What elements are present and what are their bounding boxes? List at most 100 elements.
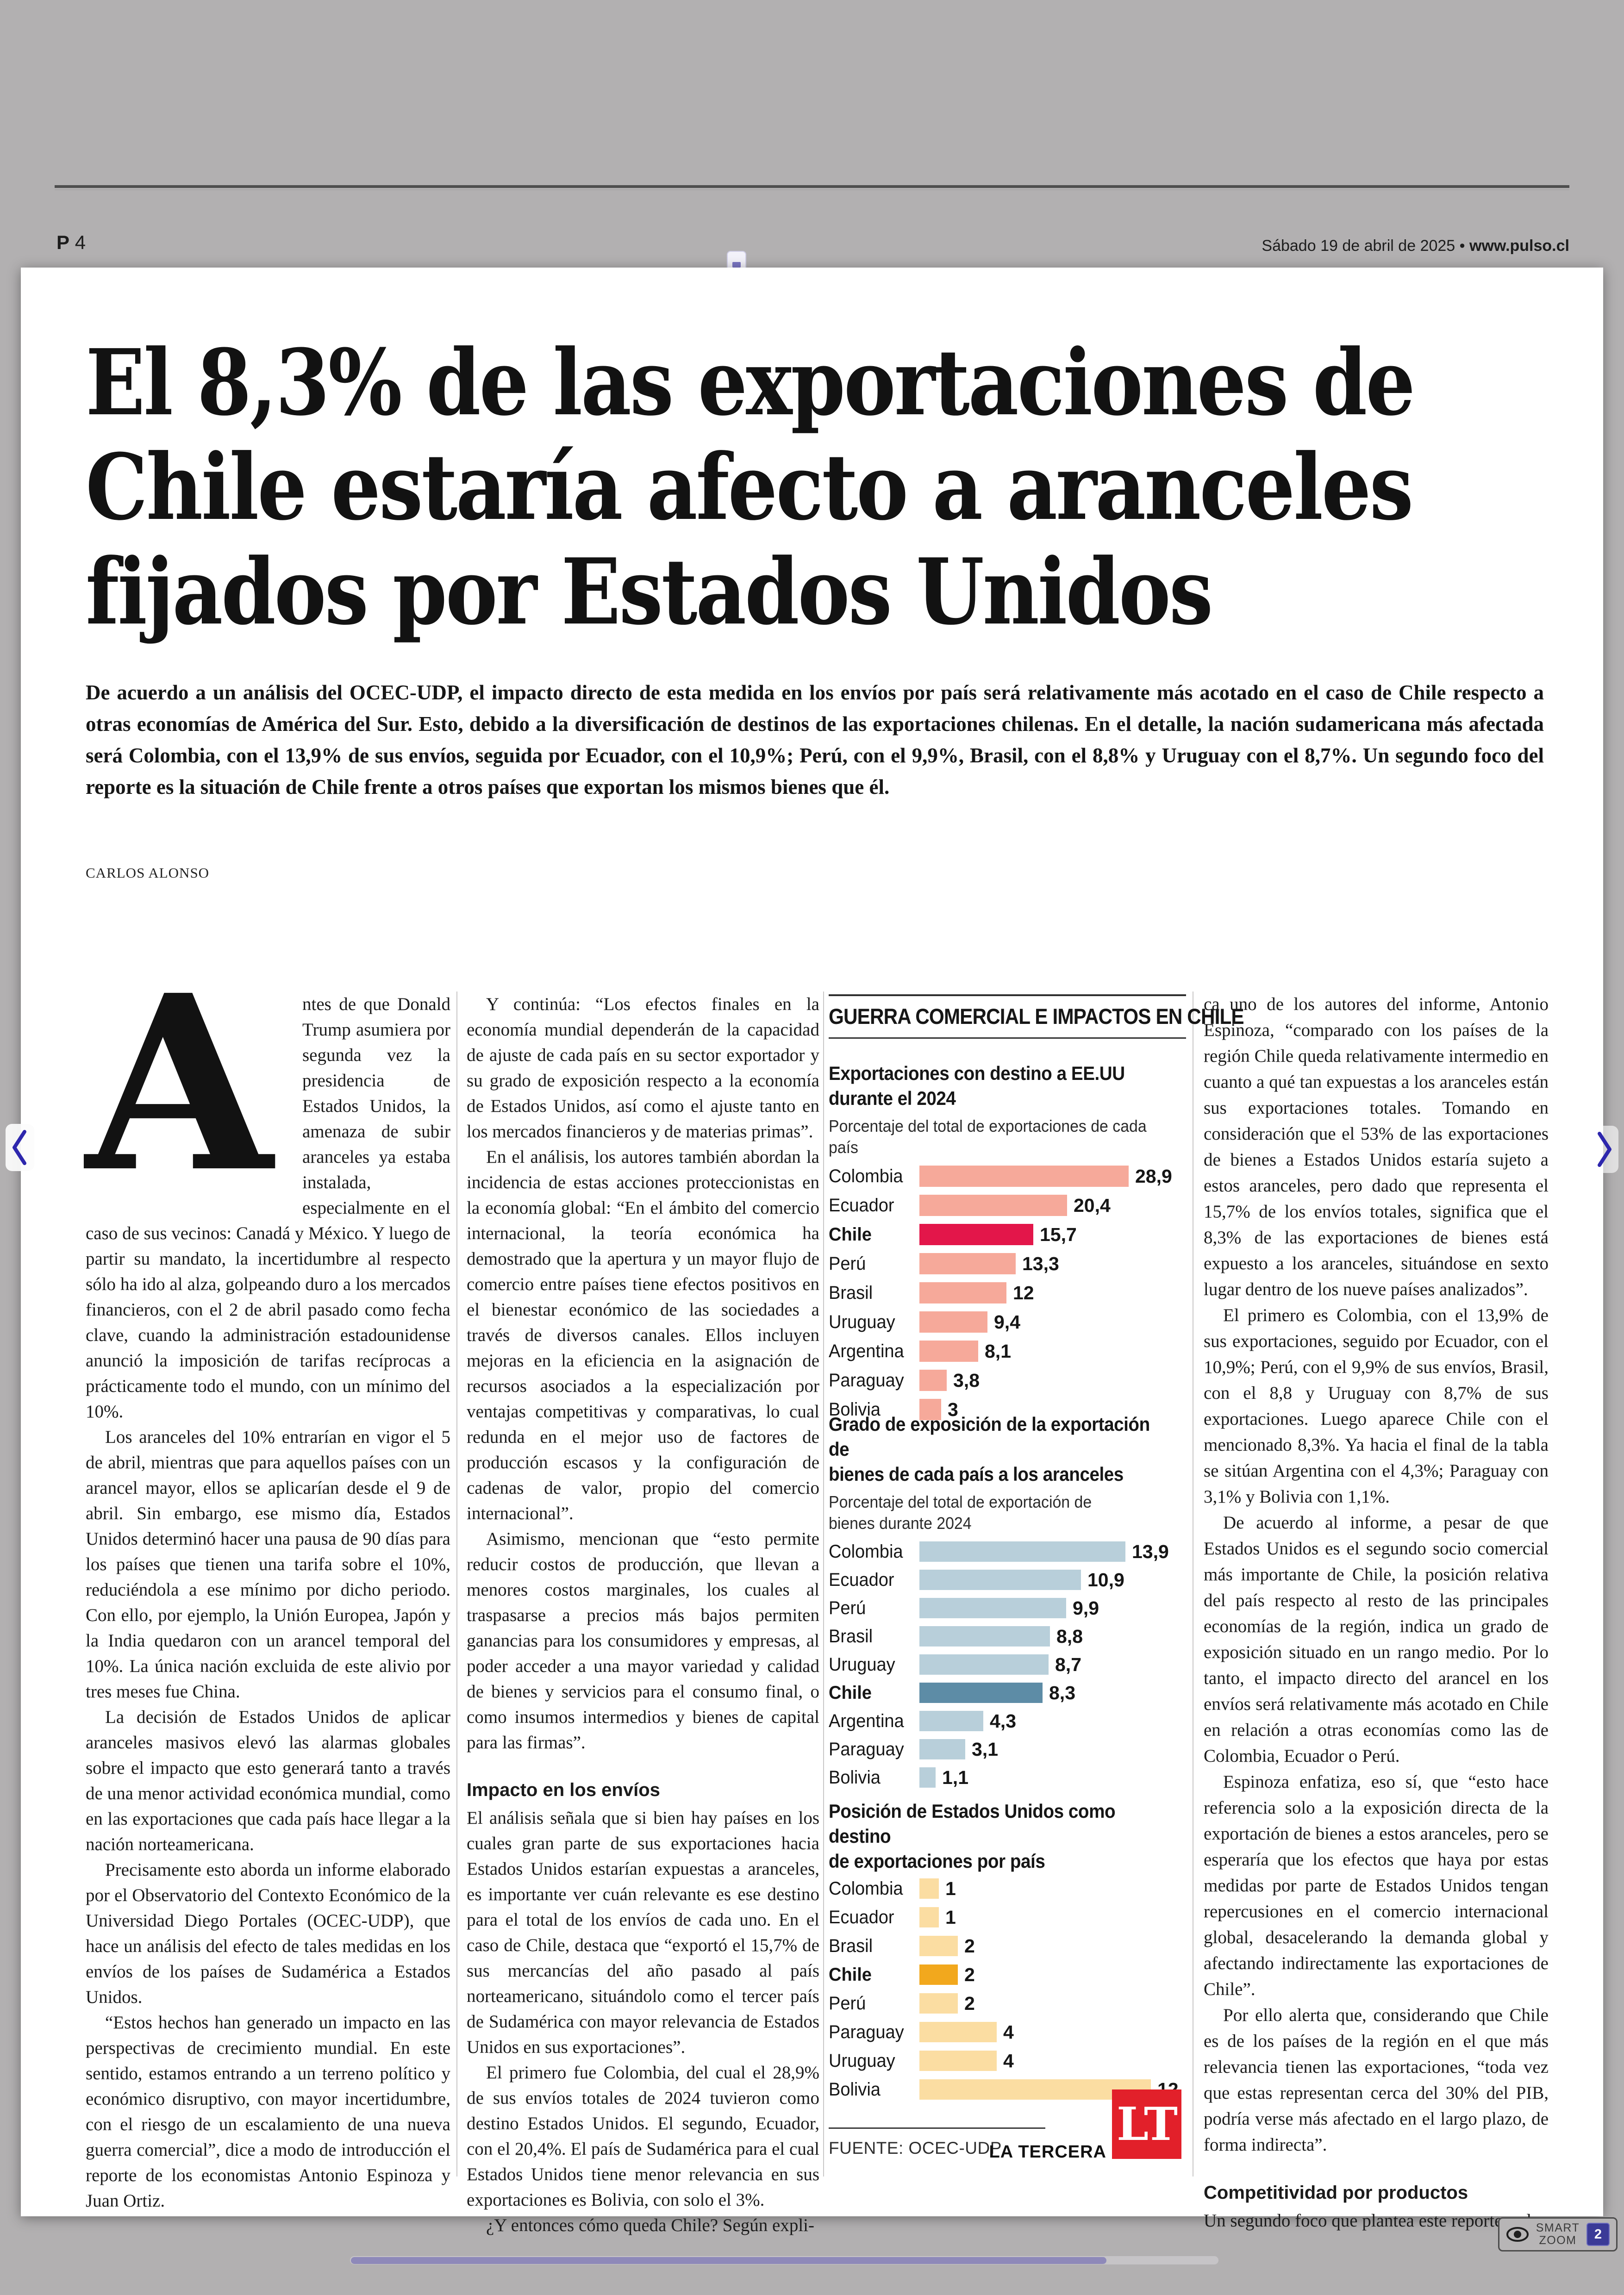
bar-row: Ecuador 1 [829,1907,1190,1928]
source-note: FUENTE: OCEC-UDP [829,2139,1002,2158]
chart-tariff-exposure: Grado de exposición de la exportación de… [829,1412,1190,1796]
bar-label: Perú [829,1597,866,1618]
bar-label: Chile [829,1964,872,1985]
bar-row: Uruguay 9,4 [829,1311,1190,1333]
bar [919,1370,947,1391]
bar [919,1878,939,1899]
bar-row: Colombia 28,9 [829,1166,1190,1187]
chart-subtitle: Porcentaje del total de exportación de b… [829,1492,1092,1533]
bar-row: Paraguay 4 [829,2021,1190,2043]
bar-row: Colombia 13,9 [829,1541,1190,1562]
paragraph: Precisamente esto aborda un informe elab… [86,1860,450,2007]
next-page-button[interactable] [1590,1126,1618,1173]
chart-title: Posición de Estados Unidos como destino … [829,1800,1116,1872]
bar [919,1598,1066,1618]
bar-value: 9,4 [994,1311,1020,1333]
chart-exports-to-us: Exportaciones con destino a EE.UU durant… [829,1061,1190,1428]
paragraph: Por ello alerta que, considerando que Ch… [1204,2005,1549,2155]
bar-value: 2 [964,1935,975,1957]
chart-us-destination-rank: Posición de Estados Unidos como destino … [829,1799,1190,2108]
paragraph: Los aranceles del 10% entrarían en vigor… [86,1427,450,1702]
bar-value: 8,8 [1056,1625,1083,1647]
bar [919,1739,965,1759]
bar-value: 4,3 [990,1710,1016,1732]
bar-label: Bolivia [829,1767,881,1788]
byline: CARLOS ALONSO [86,865,210,881]
bar-value: 10,9 [1087,1569,1124,1590]
bar-label: Chile [829,1224,872,1245]
bar-label: Paraguay [829,1370,904,1391]
bar-label: Colombia [829,1166,903,1186]
bar-row: Argentina 8,1 [829,1341,1190,1362]
bar-value: 12 [1013,1282,1034,1303]
prev-page-button[interactable] [6,1124,34,1171]
bar [919,1166,1129,1187]
chart-subtitle: Porcentaje del total de exportaciones de… [829,1116,1147,1157]
page-badge: 2 [1587,2223,1610,2246]
bar-value: 13,3 [1022,1253,1059,1274]
bar-label: Colombia [829,1541,903,1562]
bar-row: Argentina 4,3 [829,1710,1190,1732]
infographic-rule-top [829,994,1186,996]
bar-row: Bolivia 3 [829,1399,1190,1420]
bar-row: Bolivia 1,1 [829,1767,1190,1788]
bar-row: Paraguay 3,1 [829,1738,1190,1760]
chart-title: Grado de exposición de la exportación de… [829,1413,1150,1485]
bar-row: Perú 9,9 [829,1597,1190,1619]
site-url: www.pulso.cl [1469,237,1569,255]
date-line: Sábado 19 de abril de 2025 • www.pulso.c… [1262,237,1569,255]
bar-value: 4 [1003,2050,1014,2071]
drop-cap: A [86,942,273,1225]
bar [919,1993,958,2014]
bar-row: Chile 8,3 [829,1682,1190,1703]
bar [919,1541,1125,1562]
bar-row: Paraguay 3,8 [829,1370,1190,1391]
bar [919,1626,1050,1646]
scrollbar-thumb[interactable] [351,2257,1106,2264]
section-letter: P [56,231,70,253]
page-number: P 4 [56,231,86,254]
bar-value: 3,1 [972,1738,998,1760]
bar-row: Uruguay 8,7 [829,1654,1190,1675]
bar [919,1711,983,1731]
paragraph: “Estos hechos han generado un impacto en… [86,2013,450,2211]
paragraph: Espinoza enfatiza, eso sí, que “esto hac… [1204,1772,1549,1999]
bar-value: 9,9 [1073,1597,1099,1619]
bar-row: Uruguay 4 [829,2050,1190,2071]
paragraph: De acuerdo al informe, a pesar de que Es… [1204,1513,1549,1766]
bar-label: Uruguay [829,1311,895,1332]
bar-row: Brasil 2 [829,1935,1190,1957]
chart-title: Exportaciones con destino a EE.UU durant… [829,1062,1125,1109]
chevron-left-icon [12,1130,26,1165]
paragraph: El análisis señala que si bien hay paíse… [467,1808,819,2057]
smart-zoom-label: SMART ZOOM [1536,2221,1580,2247]
bar-label: Colombia [829,1878,903,1899]
bar-value: 1 [945,1877,956,1899]
bar [919,1341,978,1362]
bar-value: 8,7 [1055,1653,1081,1675]
bar-value: 13,9 [1132,1540,1169,1562]
bar-label: Brasil [829,1935,873,1956]
paragraph: En el análisis, los autores también abor… [467,1147,819,1523]
column-rule [823,992,824,2177]
bar-value: 2 [964,1964,975,1985]
body-column-4: ca uno de los autores del informe, Anton… [1204,992,1549,2234]
bar-label: Ecuador [829,1195,894,1216]
paragraph: La decisión de Estados Unidos de aplicar… [86,1707,450,1854]
newspaper-page [21,268,1603,2216]
eye-icon [1506,2227,1529,2242]
bar [919,1964,958,1985]
smart-zoom-button[interactable]: SMART ZOOM 2 [1498,2217,1618,2251]
bar [919,1195,1067,1216]
bar-row: Colombia 1 [829,1878,1190,1899]
infographic-header: GUERRA COMERCIAL E IMPACTOS EN CHILE [829,994,1244,1039]
bar-label: Ecuador [829,1569,894,1590]
bar-label: Uruguay [829,1654,895,1675]
infographic-rule-bottom [829,1037,1186,1039]
bar-value: 4 [1003,2021,1014,2043]
bar-row: Chile 15,7 [829,1224,1190,1245]
bar [919,1570,1081,1590]
bar-row: Perú 2 [829,1993,1190,2014]
